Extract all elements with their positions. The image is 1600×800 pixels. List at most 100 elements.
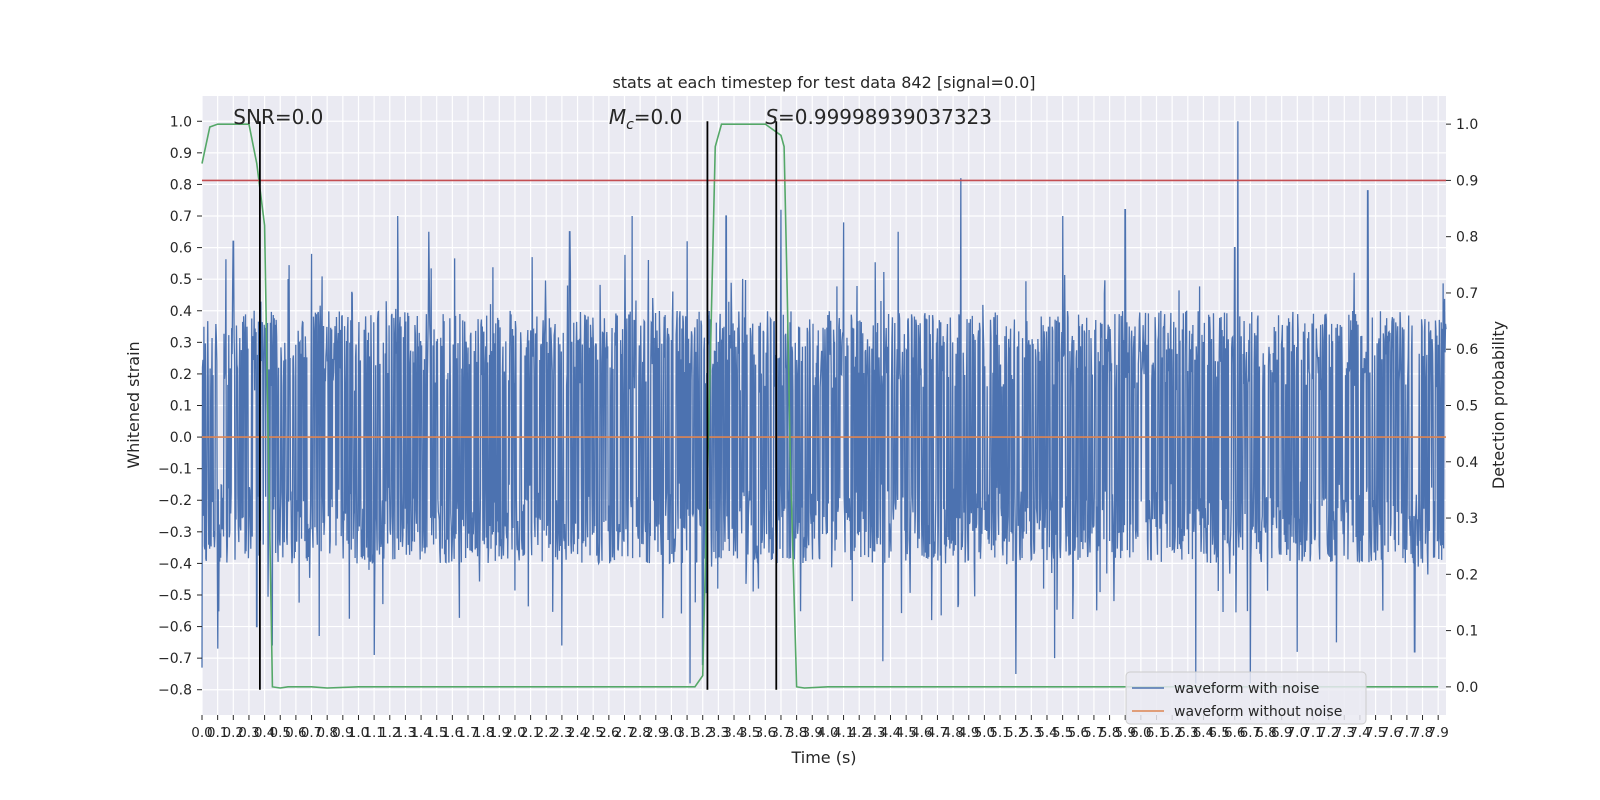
x-tick-label: 7.4 (1349, 725, 1370, 741)
x-tick-label: 1.1 (363, 725, 384, 741)
x-tick-label: 7.7 (1396, 725, 1417, 741)
y2-tick-label: 0.1 (1456, 624, 1478, 640)
series-waveform-with-noise (201, 121, 1447, 684)
y2-tick-label: 0.8 (1456, 230, 1478, 246)
legend: waveform with noise waveform without nois… (1125, 671, 1367, 725)
y-tick-label: 0.5 (170, 272, 192, 288)
y2-tick-label: 0.6 (1456, 342, 1478, 358)
y-tick-label: 0.6 (170, 241, 192, 257)
x-tick-label: 5.9 (1114, 725, 1135, 741)
x-tick-label: 2.2 (536, 725, 557, 741)
x-tick-label: 5.3 (1021, 725, 1042, 741)
x-tick-label: 1.8 (473, 725, 494, 741)
legend-box (1125, 671, 1367, 725)
x-tick-label: 7.5 (1365, 725, 1386, 741)
x-tick-label: 2.9 (645, 725, 666, 741)
x-tick-label: 5.8 (1099, 725, 1120, 741)
x-tick-label: 6.0 (1130, 725, 1151, 741)
y-tick-label: −0.2 (158, 493, 192, 509)
x-tick-label: 2.8 (629, 725, 650, 741)
x-tick-label: 5.1 (989, 725, 1010, 741)
x-tick-label: 4.5 (895, 725, 916, 741)
x-tick-label: 2.3 (551, 725, 572, 741)
x-tick-label: 7.9 (1427, 725, 1448, 741)
x-tick-label: 6.9 (1271, 725, 1292, 741)
x-axis-label: Time (s) (790, 748, 856, 767)
x-tick-label: 4.9 (958, 725, 979, 741)
x-tick-label: 6.8 (1255, 725, 1276, 741)
series-lines (201, 123, 1446, 689)
y-tick-label: 0.1 (170, 399, 192, 415)
x-tick-label: 1.9 (489, 725, 510, 741)
x-tick-label: 0.8 (316, 725, 337, 741)
x-tick-label: 2.5 (582, 725, 603, 741)
y-tick-label: −0.4 (158, 556, 192, 572)
x-tick-label: 4.6 (911, 725, 932, 741)
x-tick-label: 0.4 (254, 725, 275, 741)
x-tick-label: 6.3 (1177, 725, 1198, 741)
annotation: Mc=0.0 (609, 105, 683, 133)
x-tick-label: 0.3 (238, 725, 259, 741)
x-tick-label: 3.2 (692, 725, 713, 741)
x-tick-label: 4.3 (864, 725, 885, 741)
y-tick-label: 0.3 (170, 335, 192, 351)
y-tick-label: −0.3 (158, 525, 192, 541)
y-tick-label: −0.6 (158, 620, 192, 636)
y-tick-label: −0.5 (158, 588, 192, 604)
x-tick-label: 7.8 (1412, 725, 1433, 741)
x-tick-label: 4.0 (817, 725, 838, 741)
legend-label: waveform without noise (1174, 704, 1342, 720)
x-tick-label: 3.7 (770, 725, 791, 741)
y2-tick-label: 0.5 (1456, 399, 1478, 415)
x-tick-label: 2.4 (567, 725, 588, 741)
x-tick-label: 6.6 (1224, 725, 1245, 741)
x-tick-label: 1.0 (348, 725, 369, 741)
y-tick-label: −0.7 (158, 651, 192, 667)
x-tick-label: 0.5 (269, 725, 290, 741)
x-tick-label: 0.0 (191, 725, 212, 741)
y2-axis-label: Detection probability (1489, 321, 1508, 489)
series-line-3 (201, 123, 1439, 689)
x-tick-label: 6.1 (1146, 725, 1167, 741)
y2-tick-label: 0.3 (1456, 511, 1478, 527)
x-tick-label: 2.6 (598, 725, 619, 741)
x-tick-label: 5.0 (974, 725, 995, 741)
x-tick-label: 2.0 (504, 725, 525, 741)
x-tick-label: 6.5 (1208, 725, 1229, 741)
x-tick-label: 5.5 (1052, 725, 1073, 741)
ticks: −0.8−0.7−0.6−0.5−0.4−0.3−0.2−0.10.00.10.… (158, 114, 1478, 741)
x-tick-label: 1.2 (379, 725, 400, 741)
x-tick-label: 2.7 (614, 725, 635, 741)
x-tick-label: 3.6 (755, 725, 776, 741)
y2-tick-label: 0.4 (1456, 455, 1478, 471)
x-tick-label: 0.1 (207, 725, 228, 741)
x-tick-label: 0.9 (332, 725, 353, 741)
vertical-markers (258, 121, 778, 690)
annotation: S=0.99998939037323 (765, 105, 992, 129)
x-tick-label: 3.9 (802, 725, 823, 741)
x-tick-label: 0.7 (301, 725, 322, 741)
x-tick-label: 3.0 (661, 725, 682, 741)
x-tick-label: 6.7 (1240, 725, 1261, 741)
y2-tick-label: 0.0 (1456, 680, 1478, 696)
y-tick-label: 0.9 (170, 146, 192, 162)
x-tick-label: 4.8 (942, 725, 963, 741)
x-tick-label: 1.5 (426, 725, 447, 741)
legend-label: waveform with noise (1174, 681, 1319, 697)
x-tick-label: 7.1 (1302, 725, 1323, 741)
x-tick-label: 1.6 (442, 725, 463, 741)
x-tick-label: 6.4 (1193, 725, 1214, 741)
y-tick-label: −0.8 (158, 683, 192, 699)
annotation: SNR=0.0 (233, 105, 323, 129)
x-tick-label: 0.2 (223, 725, 244, 741)
y-tick-label: 0.0 (170, 430, 192, 446)
y2-tick-label: 1.0 (1456, 117, 1478, 133)
x-tick-label: 3.1 (676, 725, 697, 741)
y-tick-label: 0.8 (170, 177, 192, 193)
x-tick-label: 7.3 (1334, 725, 1355, 741)
x-tick-label: 7.6 (1380, 725, 1401, 741)
x-tick-label: 5.4 (1036, 725, 1057, 741)
x-tick-label: 2.1 (520, 725, 541, 741)
x-tick-label: 1.4 (410, 725, 431, 741)
x-tick-label: 4.7 (927, 725, 948, 741)
